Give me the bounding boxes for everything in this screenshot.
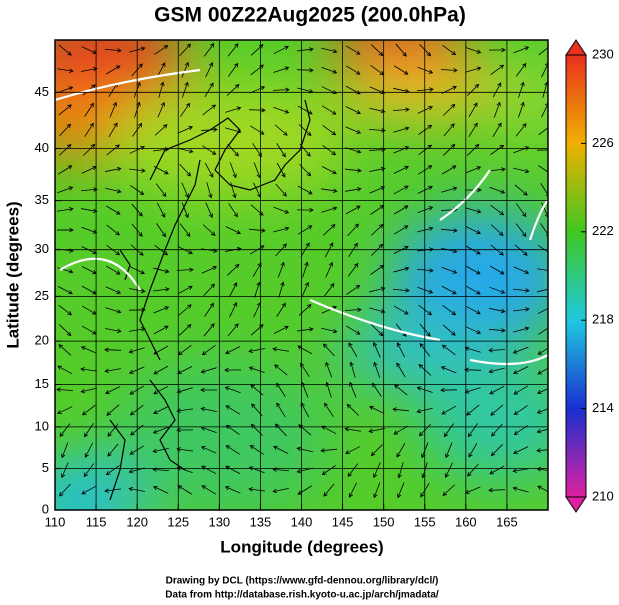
y-tick-label: 45	[35, 84, 49, 99]
x-tick-label: 165	[496, 514, 518, 529]
chart-title: GSM 00Z22Aug2025 (200.0hPa)	[154, 4, 466, 27]
y-axis-label: Latitude (degrees)	[3, 201, 22, 348]
x-tick-label: 135	[250, 514, 272, 529]
colorbar-tick-label: 230	[592, 46, 614, 61]
y-tick-label: 30	[35, 241, 49, 256]
plot-frame	[54, 39, 549, 511]
y-tick-label: 5	[42, 460, 49, 475]
footnote: Data from http://database.rish.kyoto-u.a…	[165, 590, 439, 601]
y-tick-label: 10	[35, 418, 49, 433]
y-tick-label: 40	[35, 140, 49, 155]
colorbar-extend	[565, 39, 587, 56]
x-tick-label: 130	[208, 514, 230, 529]
x-tick-label: 140	[291, 514, 313, 529]
x-tick-label: 110	[45, 514, 66, 529]
x-axis-label: Longitude (degrees)	[220, 537, 383, 556]
footnote: Drawing by DCL (https://www.gfd-dennou.o…	[166, 576, 439, 587]
x-tick-label: 115	[86, 514, 107, 529]
x-tick-label: 125	[167, 514, 189, 529]
x-tick-label: 120	[126, 514, 148, 529]
x-tick-label: 155	[414, 514, 436, 529]
colorbar-tick-label: 222	[592, 223, 614, 238]
y-tick-label: 25	[35, 288, 49, 303]
x-tick-label: 160	[455, 514, 477, 529]
contour	[55, 68, 548, 366]
y-tick-label: 35	[35, 192, 49, 207]
x-tick-label: 150	[373, 514, 395, 529]
colorbar-tick-label: 226	[592, 135, 614, 150]
y-tick-label: 15	[35, 376, 49, 391]
colorbar-tick-label: 214	[592, 400, 614, 415]
x-tick-label: 145	[332, 514, 354, 529]
colorbar	[565, 54, 587, 498]
y-tick-label: 20	[35, 333, 49, 348]
colorbar-tick-label: 210	[592, 488, 614, 503]
colorbar-tick-label: 218	[592, 312, 614, 327]
y-tick-label: 0	[42, 501, 49, 516]
field	[55, 40, 548, 510]
colorbar-extend	[565, 496, 587, 513]
